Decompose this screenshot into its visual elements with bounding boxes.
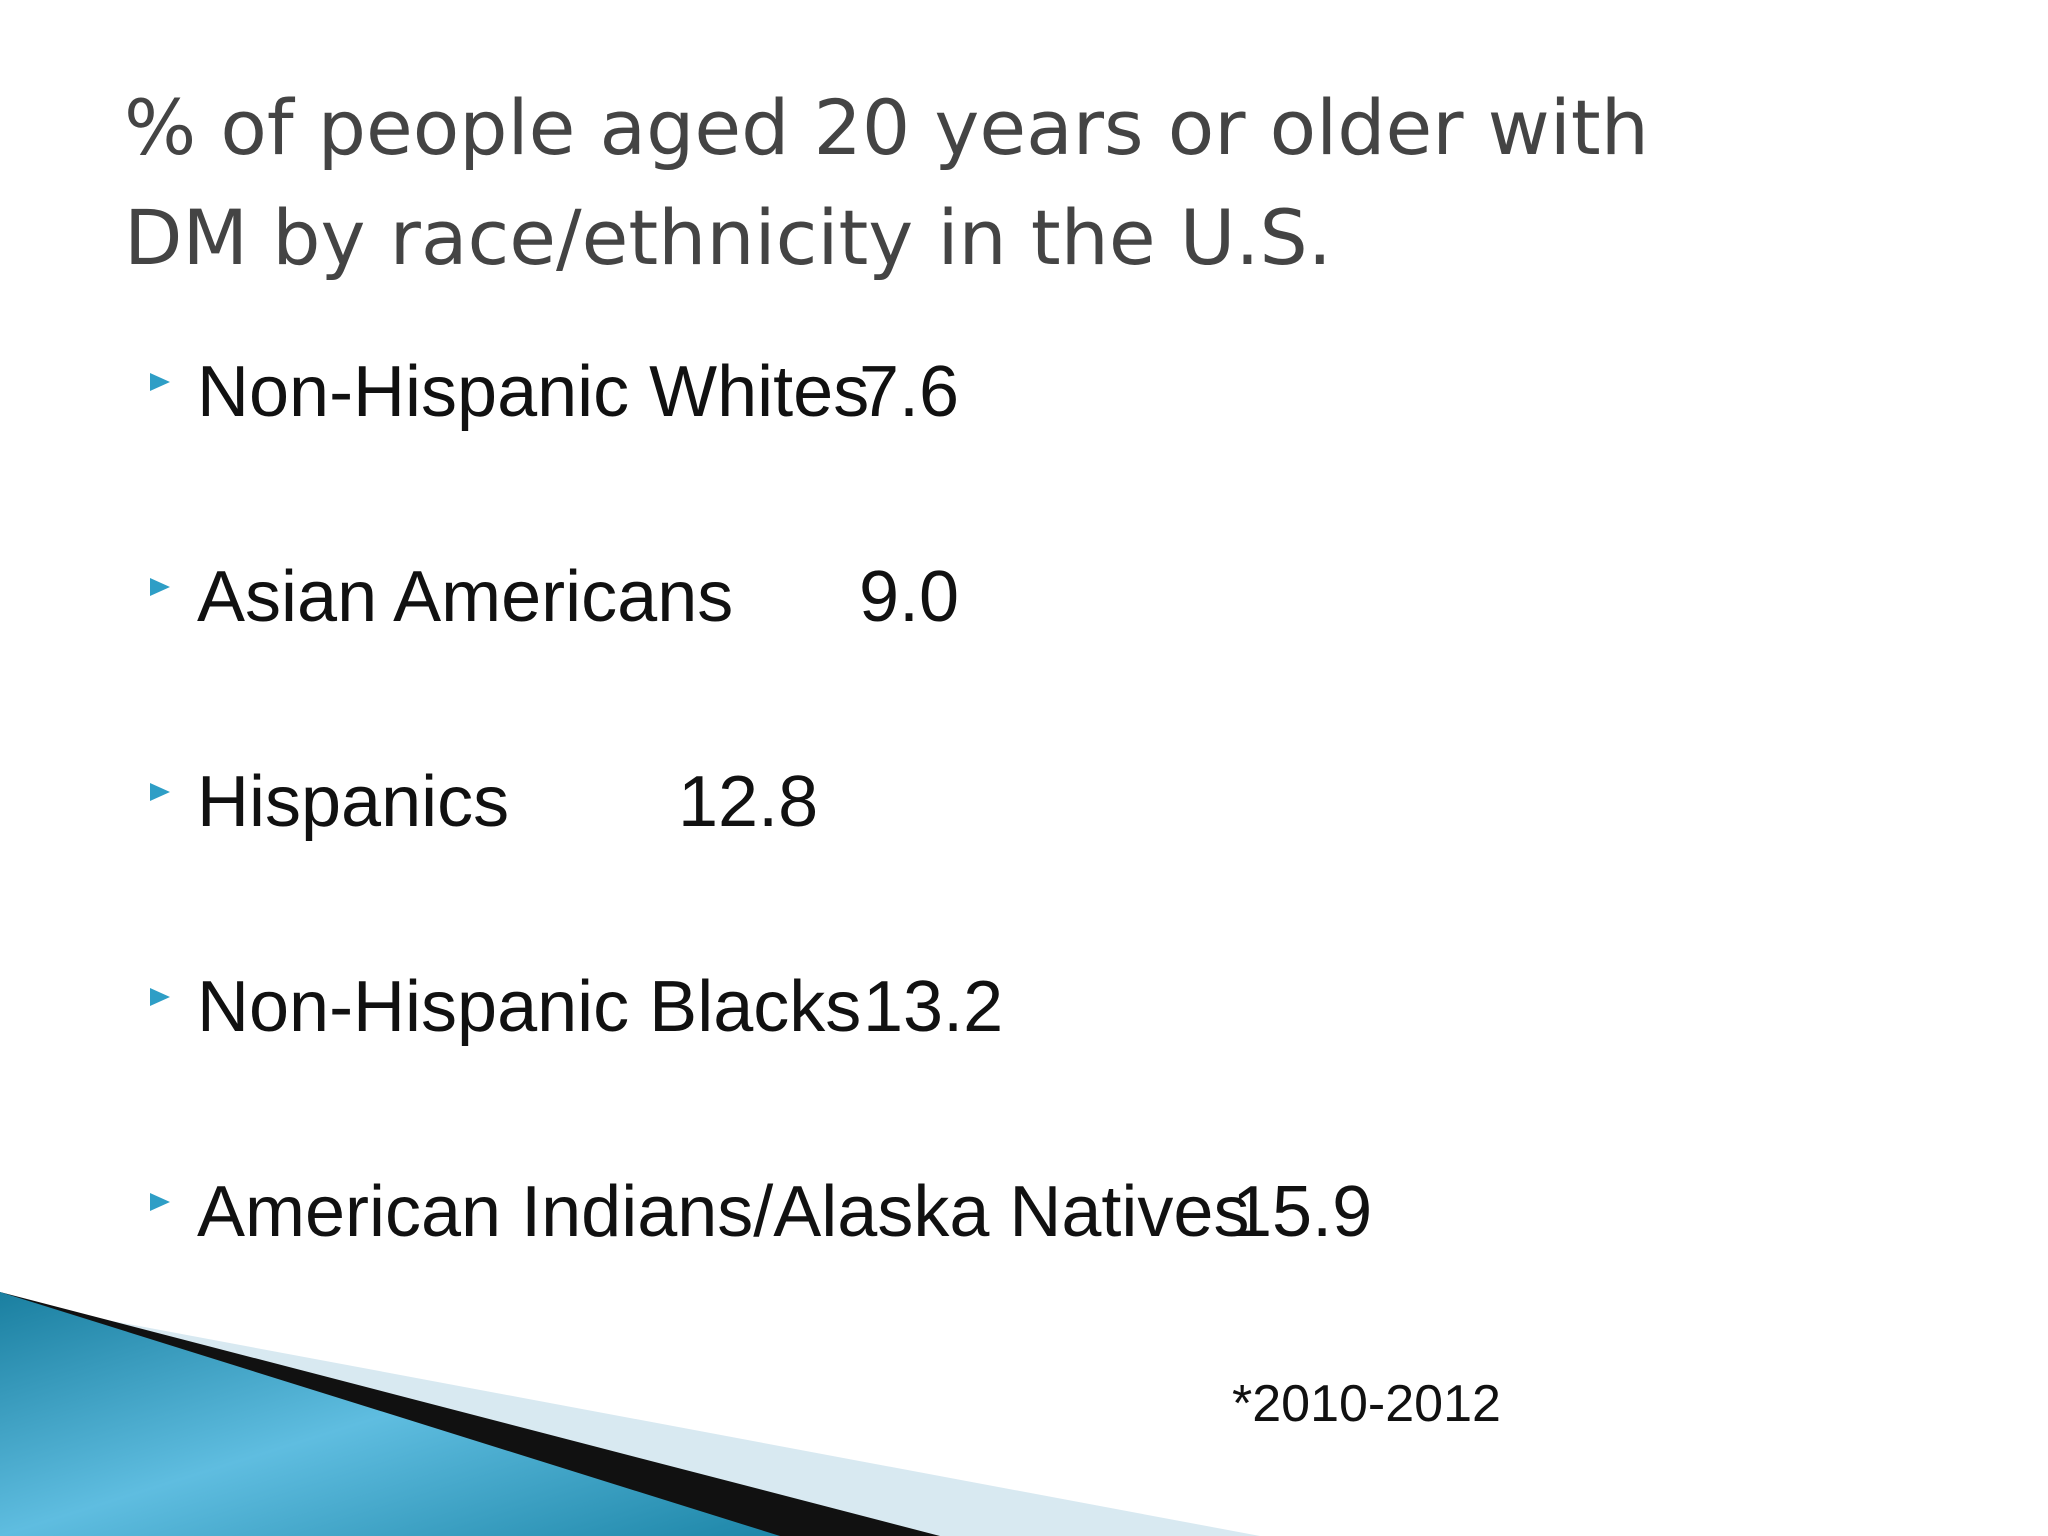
bullet-marker (150, 578, 170, 596)
title-line: DM by race/ethnicity in the U.S. (124, 193, 1332, 282)
bullet-value: 9.0 (859, 557, 960, 637)
bullet-label: American Indians/Alaska Natives (197, 1172, 1250, 1252)
bullet-marker (150, 1193, 170, 1211)
bullet-marker (150, 988, 170, 1006)
bullet-marker (150, 783, 170, 801)
bullet-label: Hispanics (197, 762, 510, 842)
bullet-marker (150, 373, 170, 391)
bullet-label: Non-Hispanic Blacks (197, 967, 862, 1047)
bullet-value: 13.2 (863, 967, 1004, 1047)
bullet-value: 12.8 (678, 762, 819, 842)
title-line: % of people aged 20 years or older with (124, 83, 1649, 172)
bullet-value: 7.6 (859, 352, 960, 432)
bullet-label: Non-Hispanic Whites (197, 352, 870, 432)
bullet-label: Asian Americans (197, 557, 734, 637)
footnote: *2010-2012 (1232, 1375, 1501, 1433)
blue-wedge (0, 1292, 780, 1536)
bullet-value: 15.9 (1232, 1172, 1373, 1252)
